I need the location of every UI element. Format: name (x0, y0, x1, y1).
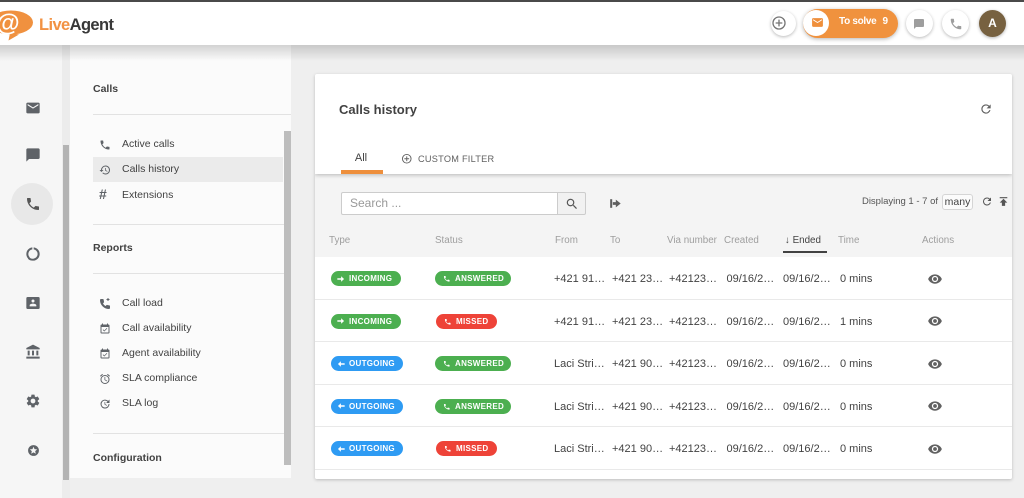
svg-text:@: @ (0, 10, 20, 37)
